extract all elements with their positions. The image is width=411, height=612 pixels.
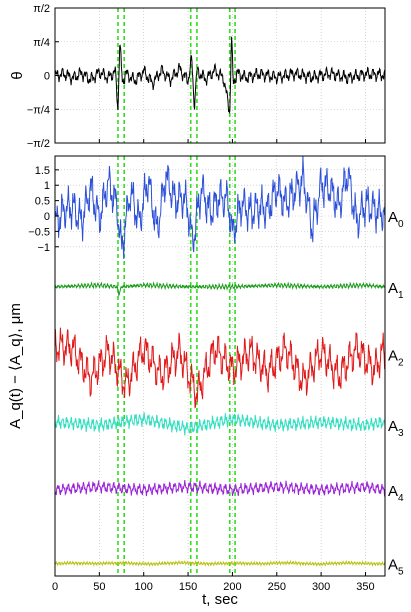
amp-panel: 1.5 1 0.5 0 −0.5 −1 0 50 100 150 200 250 300 350 A0 A1 A… xyxy=(7,155,404,608)
theta-ytick-label-2: 0 xyxy=(44,71,50,83)
theta-ytick-label-3: π/4 xyxy=(33,37,50,49)
theta-ylabel: θ xyxy=(9,71,26,79)
theta-ytick-label-1: −π/4 xyxy=(27,104,50,116)
amp-xtick-label-0: 0 xyxy=(52,581,58,593)
amp-axes-frame xyxy=(54,155,386,577)
row-label-a4: A4 xyxy=(388,483,404,504)
theta-series-line xyxy=(54,36,386,115)
amp-ytick-label-1: 1 xyxy=(44,180,50,192)
amp-ylabel: A_q(t) − ⟨A_q⟩, μm xyxy=(7,303,24,429)
amp-ytick-label-2: 0.5 xyxy=(35,196,50,208)
series-line-a3 xyxy=(54,412,386,436)
amp-ytick-label-5: −1 xyxy=(37,242,50,254)
amp-xtick-label-2: 100 xyxy=(135,581,153,593)
row-label-a3: A3 xyxy=(388,418,404,439)
series-line-a2 xyxy=(54,327,386,409)
series-line-a4 xyxy=(54,480,386,497)
amp-ytick-label-3: 0 xyxy=(44,211,50,223)
series-line-a0 xyxy=(54,156,386,259)
amp-xtick-label-6: 300 xyxy=(312,581,330,593)
row-label-a1: A1 xyxy=(388,280,404,301)
amp-xtick-label-5: 250 xyxy=(268,581,286,593)
theta-ytick-label-4: π/2 xyxy=(33,3,50,15)
amp-ytick-label-0: 1.5 xyxy=(35,165,50,177)
amp-xtick-label-3: 150 xyxy=(179,581,197,593)
theta-ytick-label-0: −π/2 xyxy=(27,138,50,150)
series-line-a5 xyxy=(54,559,386,568)
amp-xtick-label-1: 50 xyxy=(93,581,105,593)
series-line-a1 xyxy=(54,281,386,297)
row-label-a0: A0 xyxy=(388,209,404,230)
amp-xtick-label-7: 350 xyxy=(356,581,374,593)
amp-ytick-label-4: −0.5 xyxy=(28,226,50,238)
amp-xtick-label-4: 200 xyxy=(223,581,241,593)
row-label-a5: A5 xyxy=(388,557,404,578)
row-label-a2: A2 xyxy=(388,347,404,368)
amp-xlabel: t, sec xyxy=(202,591,238,608)
theta-panel: −π/2 −π/4 0 π/4 π/2 θ xyxy=(9,3,386,150)
